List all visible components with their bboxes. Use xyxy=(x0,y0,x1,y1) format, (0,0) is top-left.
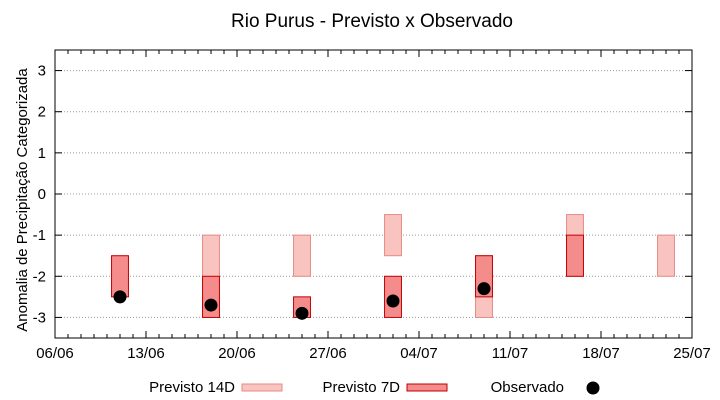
observado-point xyxy=(113,290,127,304)
legend: Previsto 14D Previsto 7D Observado xyxy=(149,379,600,396)
x-tick-label: 13/06 xyxy=(127,345,165,362)
series-previsto-7d xyxy=(111,234,584,318)
y-tick-label: 0 xyxy=(38,186,46,203)
grid-lines xyxy=(55,70,692,318)
y-tick-label: 3 xyxy=(38,63,46,80)
previsto-7d-bar xyxy=(566,234,584,277)
y-tick-label: -3 xyxy=(33,309,46,326)
legend-label: Observado xyxy=(491,379,564,396)
series-observado xyxy=(113,282,491,320)
x-tick-label: 11/07 xyxy=(492,345,528,362)
previsto-14d-bar xyxy=(384,214,402,257)
x-tick-label: 06/06 xyxy=(36,345,74,362)
previsto-14d-bar xyxy=(657,234,675,277)
x-tick-label: 04/07 xyxy=(400,345,438,362)
previsto-14d-bar xyxy=(293,234,311,277)
observado-point xyxy=(295,306,309,320)
legend-label: Previsto 7D xyxy=(322,379,400,396)
observado-point xyxy=(477,282,491,296)
y-tick-label: 2 xyxy=(38,104,46,121)
x-tick-label: 27/06 xyxy=(309,345,347,362)
chart-title: Rio Purus - Previsto x Observado xyxy=(231,11,513,32)
x-tick-label: 18/07 xyxy=(582,345,620,362)
y-axis-label: Anomalia de Precipitação Categorizada xyxy=(14,68,31,332)
x-tick-label: 25/07 xyxy=(673,345,711,362)
observado-point xyxy=(204,298,218,312)
y-tick-label: 1 xyxy=(38,145,46,162)
legend-swatch xyxy=(586,381,600,395)
observado-point xyxy=(386,294,400,308)
x-tick-label: 20/06 xyxy=(218,345,256,362)
y-tick-label: -1 xyxy=(33,227,46,244)
y-tick-label: -2 xyxy=(33,268,46,285)
legend-label: Previsto 14D xyxy=(149,379,235,396)
x-axis: 06/06 13/06 20/06 27/06 04/07 11/07 18/07 25/07 xyxy=(36,50,711,362)
legend-swatch xyxy=(241,383,283,392)
y-axis: 3 2 1 0 -1 -2 -3 xyxy=(33,63,692,326)
legend-swatch xyxy=(406,383,448,392)
series-previsto-14d xyxy=(202,214,675,318)
